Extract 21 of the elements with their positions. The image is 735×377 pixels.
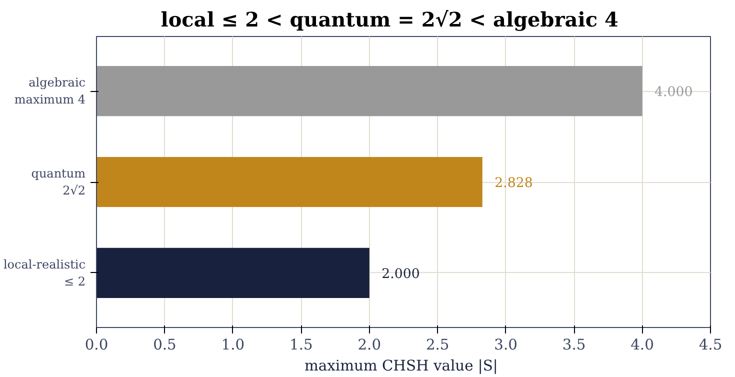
x-tick-label: 2.0: [358, 336, 382, 354]
bar: [96, 156, 482, 208]
bar: [96, 66, 642, 116]
chart-title: local ≤ 2 < quantum = 2√2 < algebraic 4: [160, 8, 618, 32]
bar: [96, 248, 370, 298]
x-axis-title: maximum CHSH value |S|: [304, 358, 498, 374]
y-tick-label: local-realistic ≤ 2: [3, 258, 86, 288]
x-tick-label: 2.5: [426, 336, 450, 354]
y-tick-label: quantum 2√2: [31, 166, 86, 198]
x-tick-label: 1.0: [221, 336, 245, 354]
x-tick-label: 3.0: [494, 336, 518, 354]
x-tick-label: 4.5: [698, 336, 722, 354]
x-tick-label: 3.5: [562, 336, 586, 354]
x-tick-label: 0.0: [84, 336, 108, 354]
x-tick-label: 0.5: [153, 336, 176, 354]
data-label: 4.000: [654, 85, 693, 100]
y-tick-label: algebraic maximum 4: [14, 76, 86, 106]
data-label: 2.000: [382, 266, 420, 282]
x-tick-label: 1.5: [290, 336, 313, 354]
x-tick-label: 4.0: [630, 336, 654, 354]
data-label: 2.828: [494, 176, 533, 191]
